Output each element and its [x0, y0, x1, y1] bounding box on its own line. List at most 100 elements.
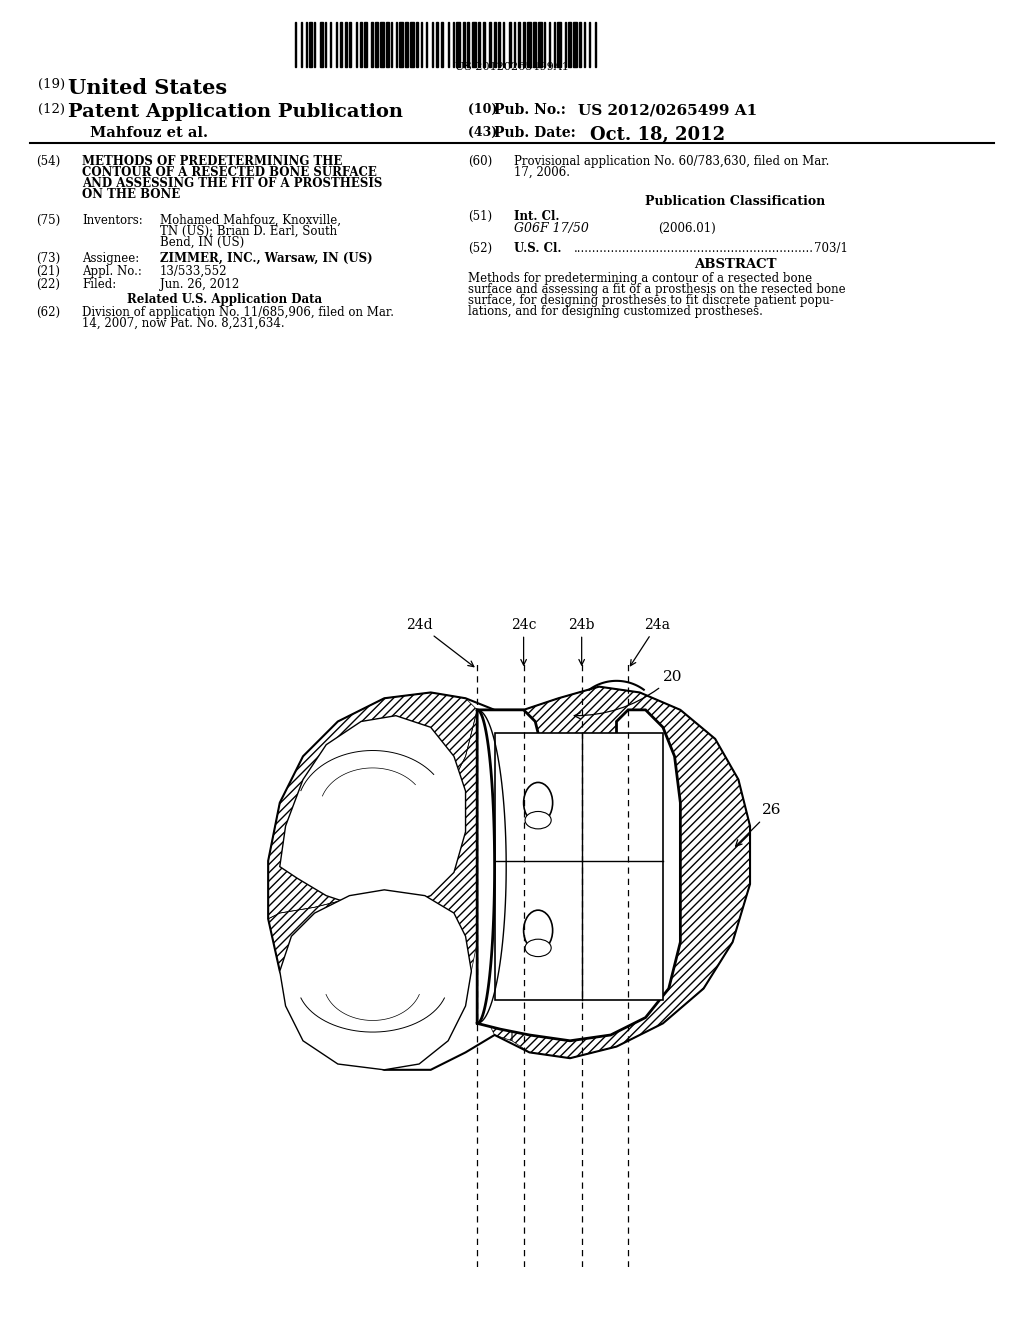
- Bar: [449, 22, 450, 67]
- Bar: [340, 22, 342, 67]
- Bar: [463, 22, 465, 67]
- Bar: [330, 22, 332, 67]
- Bar: [514, 22, 515, 67]
- Bar: [295, 22, 296, 67]
- Ellipse shape: [525, 812, 551, 829]
- Text: ON THE BONE: ON THE BONE: [82, 187, 180, 201]
- Bar: [495, 22, 496, 67]
- Polygon shape: [280, 890, 471, 1069]
- Text: 17, 2006.: 17, 2006.: [514, 166, 570, 180]
- Bar: [432, 22, 433, 67]
- Bar: [554, 22, 555, 67]
- Bar: [399, 22, 403, 67]
- Bar: [349, 22, 350, 67]
- Text: Appl. No.:: Appl. No.:: [82, 265, 142, 279]
- Text: Filed:: Filed:: [82, 279, 117, 290]
- Text: TN (US); Brian D. Earl, South: TN (US); Brian D. Earl, South: [160, 224, 337, 238]
- Text: 24d: 24d: [406, 618, 474, 667]
- Text: (19): (19): [38, 78, 70, 91]
- Text: CONTOUR OF A RESECTED BONE SURFACE: CONTOUR OF A RESECTED BONE SURFACE: [82, 166, 377, 180]
- Bar: [509, 22, 511, 67]
- Bar: [395, 22, 397, 67]
- Text: Inventors:: Inventors:: [82, 214, 142, 227]
- Bar: [386, 22, 388, 67]
- Text: (52): (52): [468, 242, 493, 255]
- Bar: [421, 22, 423, 67]
- Text: Pub. No.:: Pub. No.:: [494, 103, 566, 117]
- Bar: [380, 22, 384, 67]
- Ellipse shape: [525, 940, 551, 957]
- Text: (60): (60): [468, 154, 493, 168]
- Bar: [549, 22, 550, 67]
- Bar: [326, 22, 327, 67]
- Bar: [589, 22, 590, 67]
- Bar: [360, 22, 361, 67]
- Bar: [538, 22, 542, 67]
- Bar: [321, 22, 323, 67]
- Bar: [483, 22, 484, 67]
- Bar: [336, 22, 338, 67]
- Text: (21): (21): [36, 265, 60, 279]
- Text: AND ASSESSING THE FIT OF A PROSTHESIS: AND ASSESSING THE FIT OF A PROSTHESIS: [82, 177, 382, 190]
- Bar: [440, 22, 443, 67]
- Text: Bend, IN (US): Bend, IN (US): [160, 236, 245, 249]
- Polygon shape: [477, 710, 680, 1040]
- Bar: [532, 22, 536, 67]
- Text: Jun. 26, 2012: Jun. 26, 2012: [160, 279, 240, 290]
- Bar: [344, 22, 347, 67]
- Bar: [489, 22, 490, 67]
- Text: U.S. Cl.: U.S. Cl.: [514, 242, 561, 255]
- Text: (73): (73): [36, 252, 60, 265]
- Bar: [467, 22, 469, 67]
- Text: Pub. Date:: Pub. Date:: [494, 125, 575, 140]
- Text: 20: 20: [574, 669, 682, 719]
- Bar: [573, 22, 577, 67]
- Text: surface, for designing prostheses to fit discrete patient popu-: surface, for designing prostheses to fit…: [468, 294, 834, 308]
- Ellipse shape: [523, 783, 553, 824]
- Text: 13/533,552: 13/533,552: [160, 265, 227, 279]
- Bar: [564, 22, 566, 67]
- Text: 703/1: 703/1: [814, 242, 848, 255]
- Text: Provisional application No. 60/783,630, filed on Mar.: Provisional application No. 60/783,630, …: [514, 154, 829, 168]
- Bar: [391, 22, 392, 67]
- Text: United States: United States: [68, 78, 227, 98]
- Bar: [595, 22, 596, 67]
- Bar: [523, 22, 524, 67]
- Bar: [426, 22, 427, 67]
- Text: Related U.S. Application Data: Related U.S. Application Data: [127, 293, 323, 306]
- Ellipse shape: [523, 911, 553, 950]
- Text: US 20120265499A1: US 20120265499A1: [455, 62, 569, 73]
- Text: (10): (10): [468, 103, 502, 116]
- Bar: [518, 22, 520, 67]
- Bar: [457, 22, 461, 67]
- Text: (75): (75): [36, 214, 60, 227]
- Text: 26: 26: [735, 804, 781, 846]
- Text: surface and assessing a fit of a prosthesis on the resected bone: surface and assessing a fit of a prosthe…: [468, 282, 846, 296]
- Text: ABSTRACT: ABSTRACT: [693, 257, 776, 271]
- Bar: [435, 22, 438, 67]
- Bar: [584, 22, 586, 67]
- Text: 24c: 24c: [511, 618, 537, 665]
- Text: Assignee:: Assignee:: [82, 252, 139, 265]
- Text: Int. Cl.: Int. Cl.: [514, 210, 559, 223]
- Bar: [375, 22, 378, 67]
- Text: 14, 2007, now Pat. No. 8,231,634.: 14, 2007, now Pat. No. 8,231,634.: [82, 317, 285, 330]
- Bar: [568, 22, 570, 67]
- Bar: [301, 22, 302, 67]
- Text: Publication Classification: Publication Classification: [645, 195, 825, 209]
- Bar: [453, 22, 455, 67]
- Bar: [406, 22, 408, 67]
- Polygon shape: [280, 715, 466, 907]
- Text: Division of application No. 11/685,906, filed on Mar.: Division of application No. 11/685,906, …: [82, 306, 394, 319]
- Text: (43): (43): [468, 125, 502, 139]
- Bar: [526, 22, 530, 67]
- Bar: [498, 22, 501, 67]
- Text: Mohamed Mahfouz, Knoxville,: Mohamed Mahfouz, Knoxville,: [160, 214, 341, 227]
- Text: Patent Application Publication: Patent Application Publication: [68, 103, 403, 121]
- Text: (51): (51): [468, 210, 493, 223]
- Text: US 2012/0265499 A1: US 2012/0265499 A1: [578, 103, 758, 117]
- Text: Mahfouz et al.: Mahfouz et al.: [90, 125, 208, 140]
- Text: (12): (12): [38, 103, 70, 116]
- Text: ................................................................: ........................................…: [574, 242, 814, 255]
- Text: ZIMMER, INC., Warsaw, IN (US): ZIMMER, INC., Warsaw, IN (US): [160, 252, 373, 265]
